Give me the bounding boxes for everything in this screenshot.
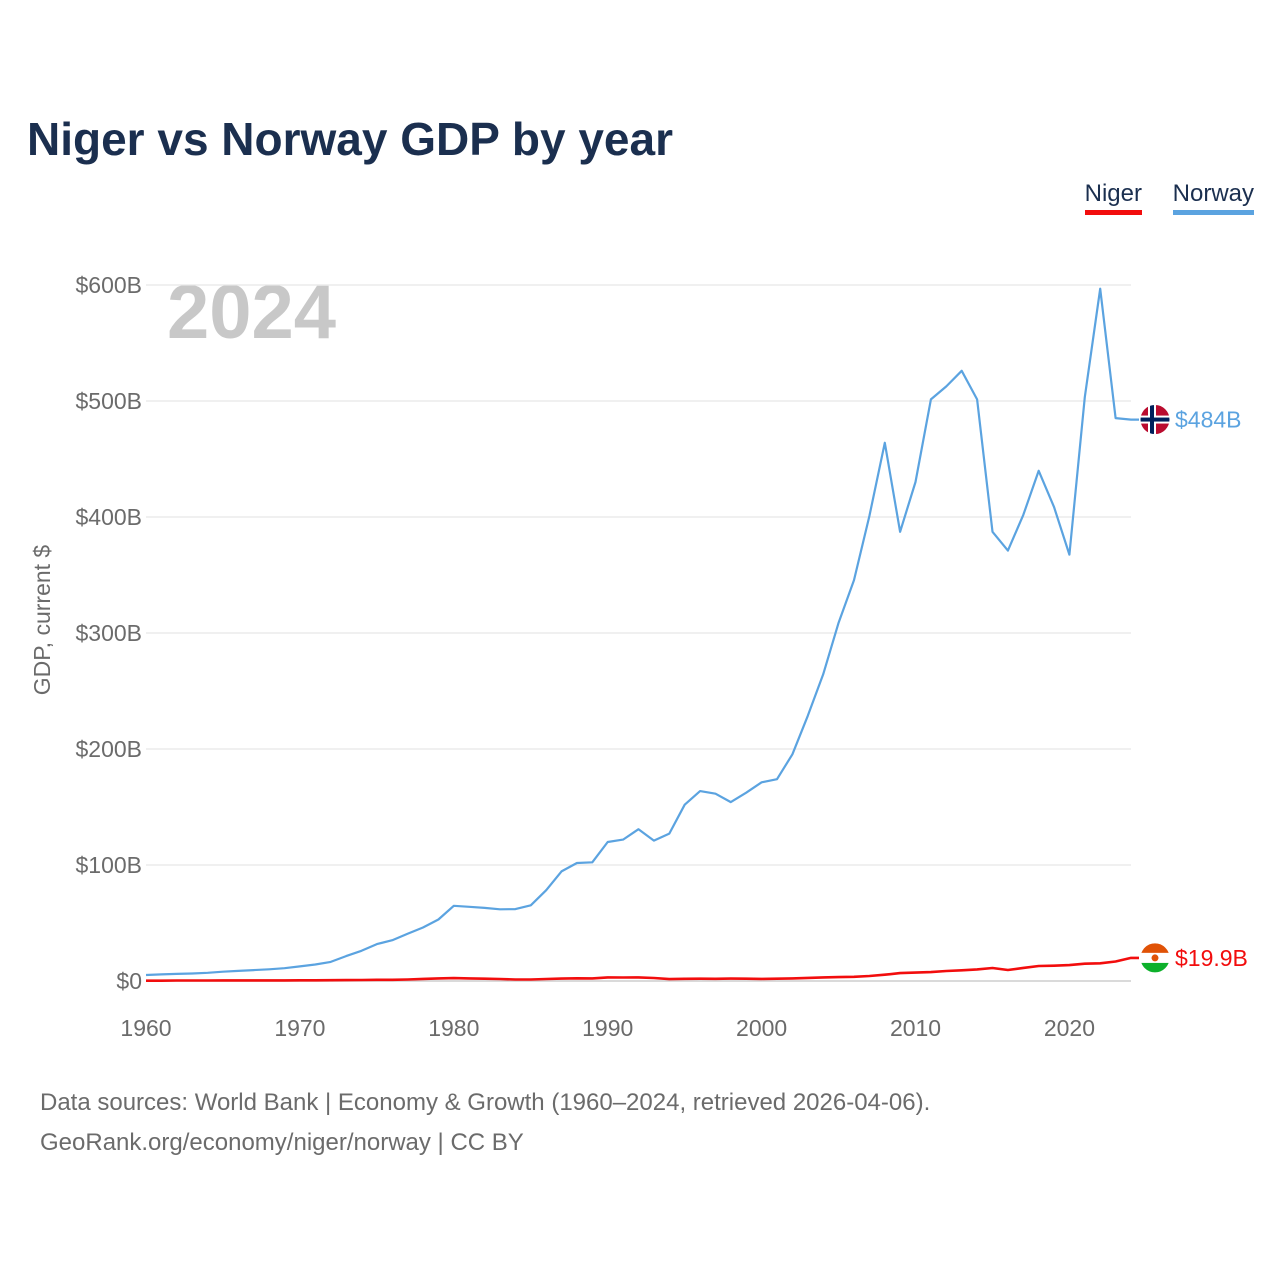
y-tick-label: $0 <box>116 968 142 994</box>
x-tick-label: 1990 <box>582 1015 633 1041</box>
x-tick-label: 2000 <box>736 1015 787 1041</box>
y-tick-label: $600B <box>75 272 142 298</box>
source-note: Data sources: World Bank | Economy & Gro… <box>40 1083 930 1163</box>
series-line-niger <box>146 956 1139 983</box>
legend-item-norway[interactable]: Norway <box>1172 180 1254 215</box>
source-line-2: GeoRank.org/economy/niger/norway | CC BY <box>40 1129 524 1156</box>
norway-flag-icon <box>1139 404 1171 436</box>
niger-flag-icon <box>1139 942 1171 974</box>
source-line-1: Data sources: World Bank | Economy & Gro… <box>40 1089 931 1116</box>
x-tick-label: 2020 <box>1044 1015 1095 1041</box>
y-axis-label: GDP, current $ <box>29 545 55 696</box>
y-tick-label: $300B <box>75 620 142 646</box>
y-tick-label: $500B <box>75 388 142 414</box>
x-tick-label: 1960 <box>120 1015 171 1041</box>
y-tick-label: $200B <box>75 736 142 762</box>
x-tick-label: 1970 <box>274 1015 325 1041</box>
x-tick-label: 2010 <box>890 1015 941 1041</box>
end-value-label-norway: $484B <box>1175 407 1242 433</box>
y-tick-label: $400B <box>75 504 142 530</box>
legend-item-niger[interactable]: Niger <box>1084 180 1142 215</box>
end-value-label-niger: $19.9B <box>1175 945 1248 971</box>
chart-area: 2024 $0 $100B $200B $300B $400B $500B $600B 19… <box>29 270 1248 1041</box>
series-line-norway <box>145 287 1139 977</box>
year-watermark: 2024 <box>167 270 336 355</box>
chart-title: Niger vs Norway GDP by year <box>27 113 673 165</box>
y-tick-label: $100B <box>75 852 142 878</box>
x-tick-label: 1980 <box>428 1015 479 1041</box>
